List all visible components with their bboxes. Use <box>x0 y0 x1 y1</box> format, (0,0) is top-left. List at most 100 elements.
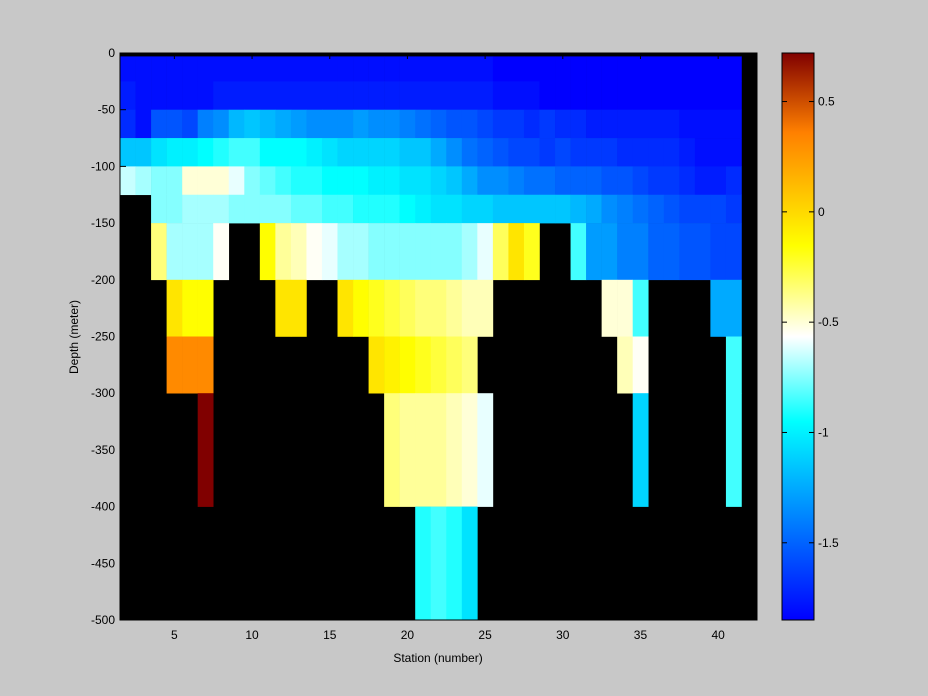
y-tick-label: -400 <box>91 500 115 514</box>
x-axis-ticks: 5 10 15 20 25 30 35 40 <box>171 53 725 642</box>
heatmap-cell <box>384 81 400 110</box>
heatmap-cell <box>197 56 214 82</box>
heatmap-cell <box>228 109 245 139</box>
heatmap-cell <box>151 138 167 167</box>
heatmap-cell <box>197 194 214 224</box>
heatmap-cell <box>446 166 463 196</box>
heatmap-cell <box>461 279 478 337</box>
x-tick-label: 40 <box>711 628 725 642</box>
heatmap-cell <box>617 194 634 224</box>
heatmap-cell <box>337 223 354 281</box>
heatmap-cell <box>601 138 618 167</box>
heatmap-cell <box>337 166 354 196</box>
heatmap-cell <box>539 109 556 139</box>
heatmap-cell <box>648 81 665 110</box>
heatmap-cell <box>617 166 634 196</box>
heatmap-cell <box>135 138 152 167</box>
heatmap-cell <box>166 56 183 82</box>
heatmap-cell <box>384 223 400 281</box>
y-tick-label: -250 <box>91 330 115 344</box>
y-axis-label: Depth (meter) <box>67 300 81 374</box>
heatmap-cell <box>290 109 307 139</box>
heatmap-cell <box>399 56 416 82</box>
heatmap-cell <box>539 138 556 167</box>
heatmap-cell <box>539 194 556 224</box>
heatmap-cell <box>461 56 478 82</box>
heatmap-cell <box>725 109 742 139</box>
heatmap-cell <box>151 223 167 281</box>
heatmap-cell <box>694 138 711 167</box>
heatmap-cell <box>182 138 198 167</box>
heatmap-cell <box>523 138 540 167</box>
heatmap-cell <box>477 166 494 196</box>
heatmap-cell <box>492 109 509 139</box>
heatmap-cell <box>135 109 152 139</box>
heatmap-cell <box>166 166 183 196</box>
heatmap-cell <box>725 81 742 110</box>
heatmap-cell <box>197 109 214 139</box>
heatmap-cell <box>632 223 649 281</box>
heatmap-cell <box>601 166 618 196</box>
x-tick-label: 35 <box>634 628 648 642</box>
heatmap-cell <box>446 336 463 394</box>
heatmap-cell <box>166 279 183 337</box>
heatmap-cell <box>399 393 416 507</box>
heatmap-cell <box>228 56 245 82</box>
heatmap-cell <box>228 166 245 196</box>
heatmap-cell <box>353 138 369 167</box>
heatmap-cell <box>492 81 509 110</box>
heatmap-cell <box>120 56 136 82</box>
heatmap-cell <box>135 56 152 82</box>
heatmap-cell <box>632 166 649 196</box>
heatmap-cell <box>213 109 230 139</box>
heatmap-cell <box>151 56 167 82</box>
heatmap-cell <box>539 81 556 110</box>
colorbar-tick-label: -1 <box>818 425 829 439</box>
heatmap-cell <box>725 138 742 167</box>
heatmap-cell <box>492 138 509 167</box>
heatmap-cell <box>710 166 727 196</box>
heatmap-cell <box>368 223 385 281</box>
heatmap-cell <box>384 393 400 507</box>
y-tick-label: -200 <box>91 273 115 287</box>
heatmap-cell <box>508 166 525 196</box>
heatmap-cell <box>601 279 618 337</box>
heatmap-cell <box>290 81 307 110</box>
heatmap-cell <box>586 109 602 139</box>
heatmap-cell <box>617 223 634 281</box>
heatmap-cell <box>213 56 230 82</box>
heatmap-cell <box>275 109 292 139</box>
heatmap-cell <box>570 109 587 139</box>
heatmap-cell <box>648 194 665 224</box>
heatmap-cell <box>632 109 649 139</box>
heatmap-cell <box>197 81 214 110</box>
heatmap-cell <box>166 336 183 394</box>
heatmap-cell <box>694 166 711 196</box>
heatmap-cell <box>446 81 463 110</box>
heatmap-cell <box>213 166 230 196</box>
heatmap-cell <box>275 194 292 224</box>
heatmap-cell <box>570 223 587 281</box>
heatmap-cell <box>120 109 136 139</box>
heatmap-cell <box>461 194 478 224</box>
heatmap-cell <box>321 223 338 281</box>
y-tick-label: -150 <box>91 216 115 230</box>
heatmap-cell <box>477 279 494 337</box>
heatmap-cell <box>368 194 385 224</box>
heatmap-cell <box>617 56 634 82</box>
heatmap-cell <box>508 223 525 281</box>
heatmap-cell <box>555 81 571 110</box>
heatmap-cell <box>182 194 198 224</box>
heatmap-cell <box>197 393 214 507</box>
y-tick-label: 0 <box>108 46 115 60</box>
heatmap-cell <box>353 109 369 139</box>
heatmap-cell <box>679 81 696 110</box>
heatmap-cell <box>384 56 400 82</box>
heatmap-cell <box>679 56 696 82</box>
heatmap-cell <box>368 166 385 196</box>
heatmap-cell <box>477 194 494 224</box>
heatmap-cell <box>244 138 261 167</box>
heatmap-cell <box>368 138 385 167</box>
heatmap-cell <box>415 138 432 167</box>
heatmap-cell <box>430 194 447 224</box>
